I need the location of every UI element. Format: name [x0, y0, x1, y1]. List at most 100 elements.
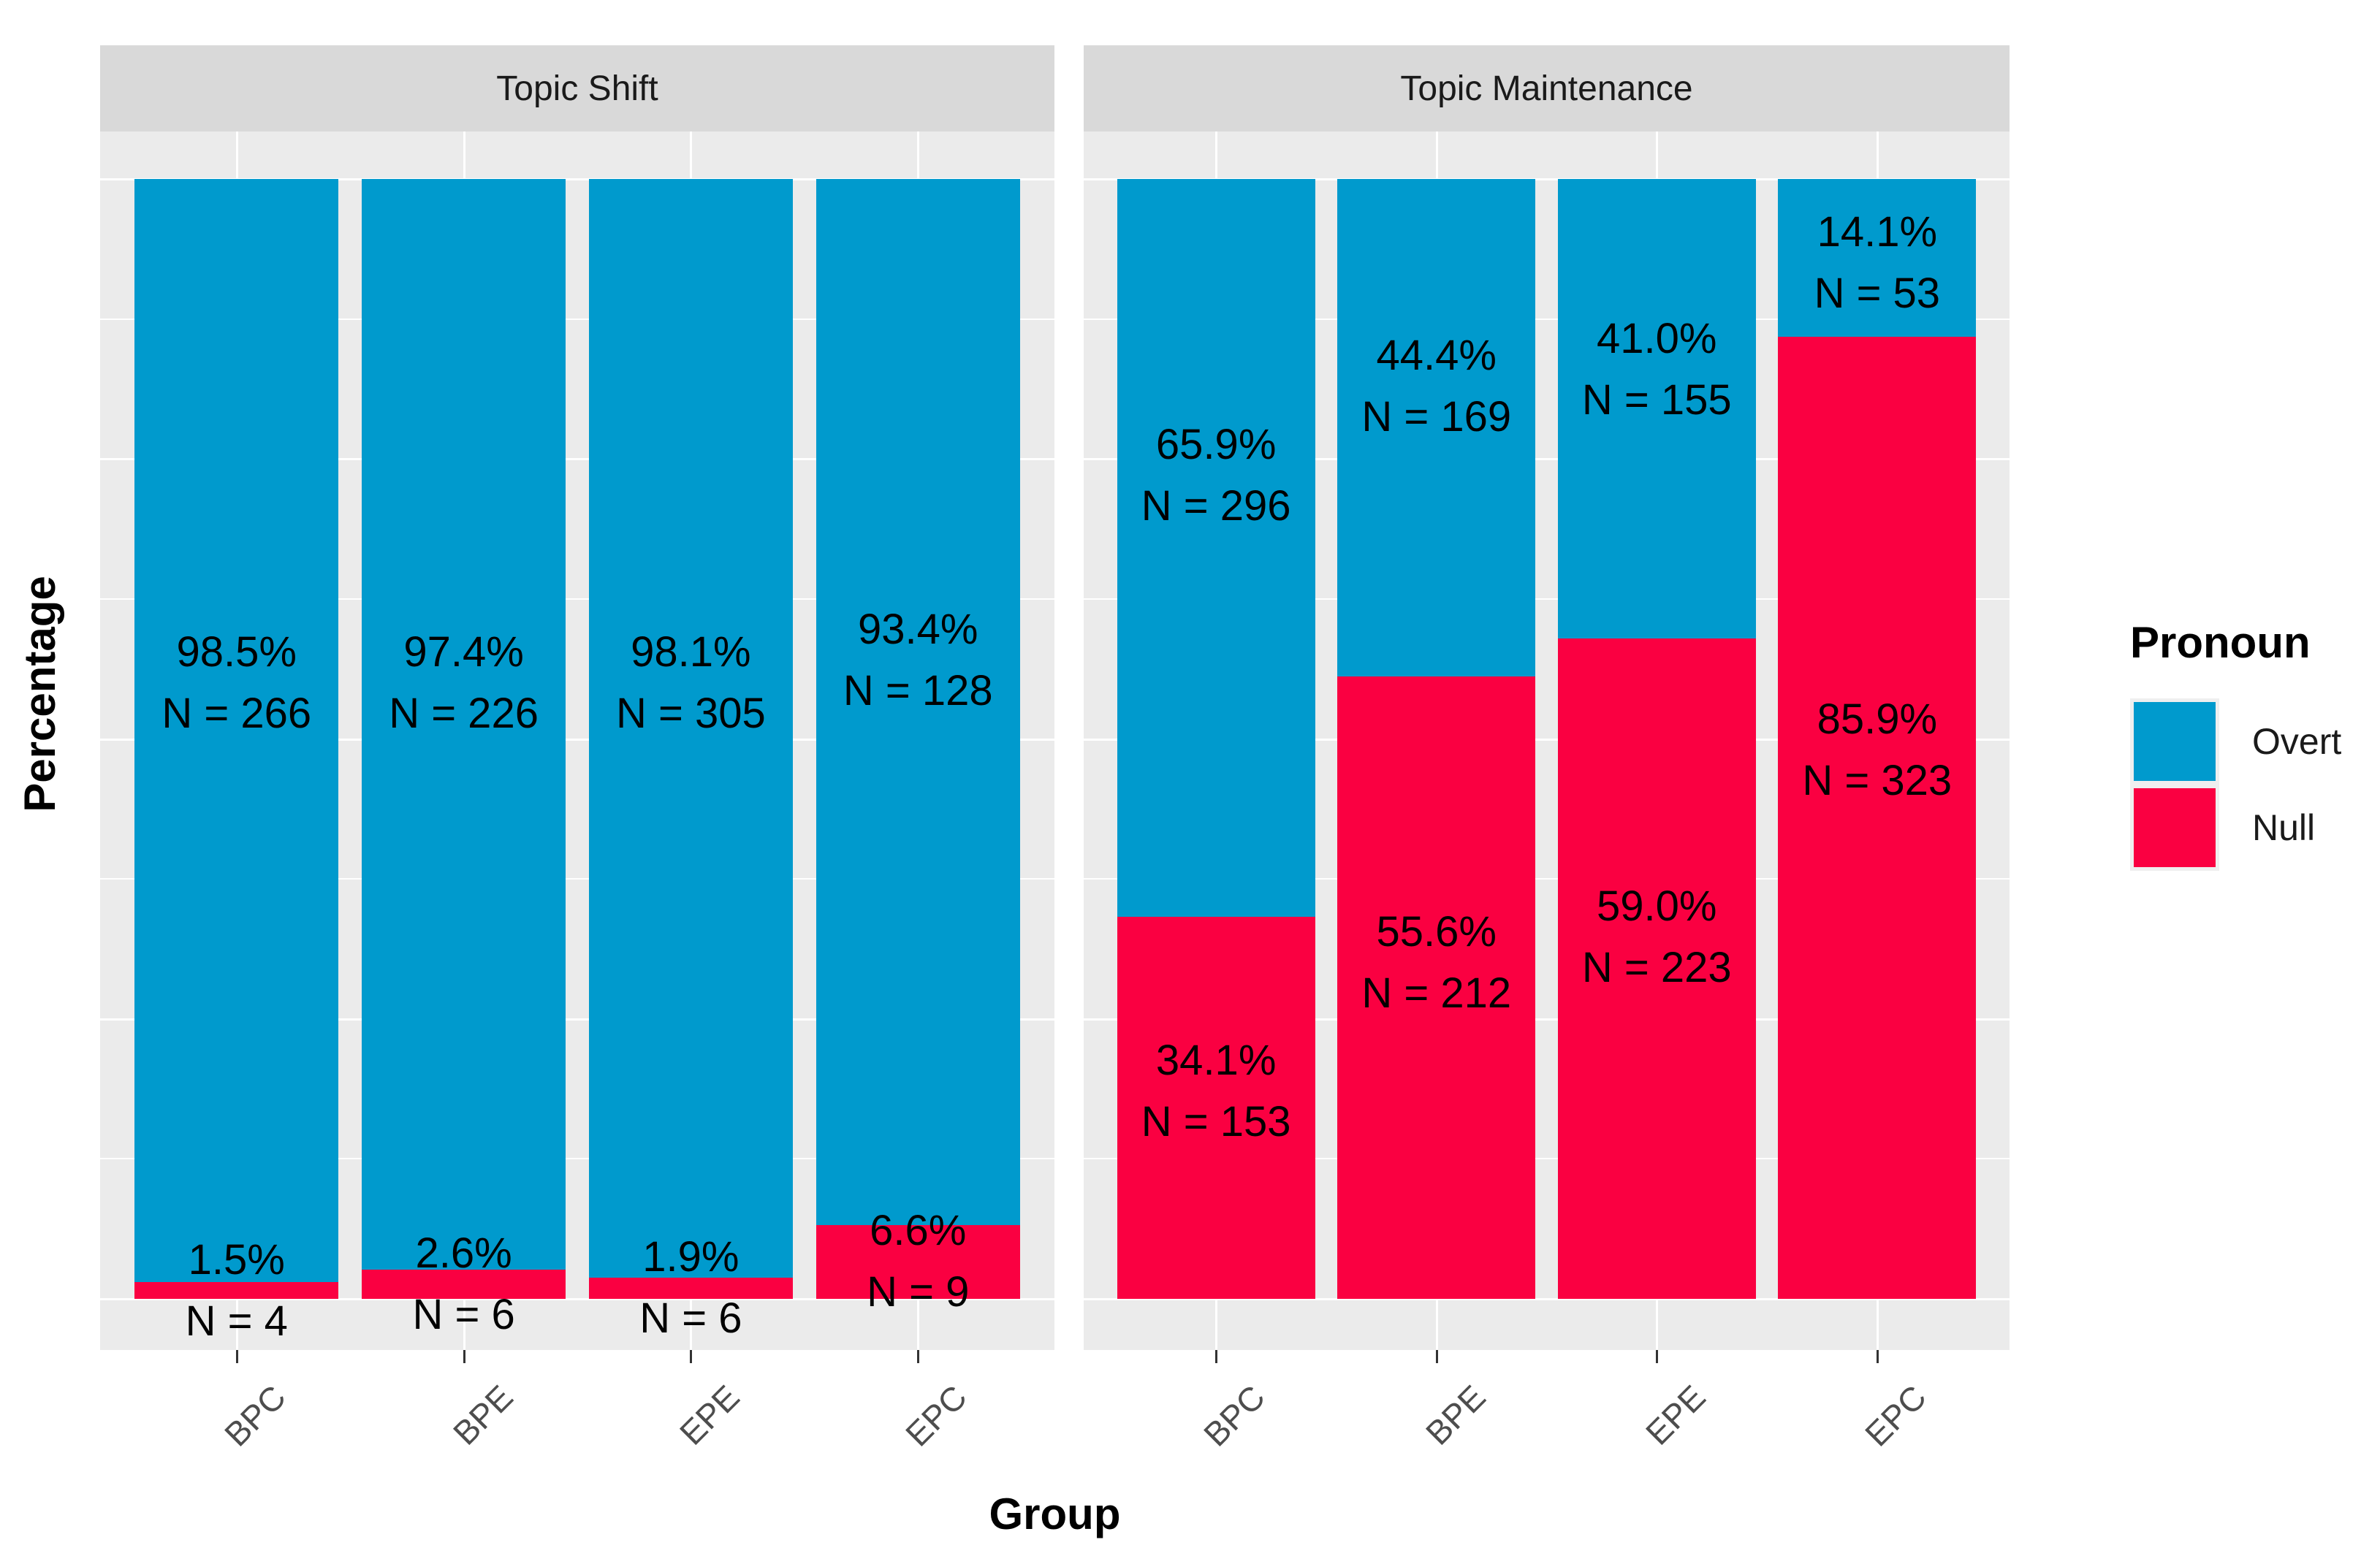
segment-label: 34.1% N = 153	[1141, 1030, 1291, 1153]
segment-label: 14.1% N = 53	[1814, 202, 1941, 324]
segment-pct-label: 1.9%	[642, 1232, 740, 1281]
bar-segment-null	[1337, 676, 1536, 1299]
segment-pct-label: 59.0%	[1597, 882, 1717, 930]
legend-row-null: Null	[2130, 785, 2341, 871]
bar	[134, 179, 339, 1299]
bar-segment-overt	[134, 179, 339, 1282]
segment-label: 98.5% N = 266	[161, 622, 311, 744]
facet-strip-label: Topic Maintenance	[1400, 69, 1693, 108]
segment-label: 97.4% N = 226	[389, 622, 539, 744]
x-axis-title: Group	[989, 1490, 1121, 1538]
bar-segment-overt	[361, 179, 566, 1270]
null-color-swatch	[2134, 788, 2216, 867]
y-gridline	[100, 458, 1054, 461]
segment-n-label: N = 169	[1361, 392, 1512, 441]
y-gridline	[1084, 738, 2010, 741]
segment-pct-label: 98.5%	[176, 628, 297, 676]
segment-n-label: N = 155	[1581, 375, 1732, 424]
segment-n-label: N = 6	[639, 1294, 742, 1342]
segment-pct-label: 14.1%	[1817, 207, 1938, 256]
legend-row-overt: Overt	[2130, 698, 2341, 785]
segment-label: 93.4% N = 128	[843, 599, 993, 722]
segment-pct-label: 65.9%	[1155, 421, 1277, 469]
bar-segment-overt	[1778, 179, 1977, 337]
x-axis-tick	[1656, 1350, 1659, 1363]
segment-pct-label: 2.6%	[415, 1229, 512, 1278]
y-gridline	[1084, 878, 2010, 880]
segment-n-label: N = 4	[185, 1297, 288, 1345]
bar-segment-null	[1557, 638, 1756, 1299]
x-axis-tick	[463, 1350, 465, 1363]
segment-n-label: N = 6	[412, 1291, 515, 1339]
x-axis-tick	[1876, 1350, 1879, 1363]
y-gridline	[1084, 318, 2010, 320]
legend-key-null	[2130, 785, 2219, 871]
segment-label: 6.6% N = 9	[867, 1200, 969, 1323]
segment-pct-label: 41.0%	[1597, 314, 1717, 362]
segment-label: 41.0% N = 155	[1582, 308, 1732, 431]
y-gridline	[1084, 598, 2010, 600]
bar-segment-overt	[815, 179, 1020, 1225]
segment-n-label: N = 128	[843, 667, 993, 715]
segment-label: 1.5% N = 4	[186, 1229, 288, 1352]
bar-segment-overt	[1557, 179, 1756, 638]
y-gridline	[100, 1298, 1054, 1300]
segment-label: 44.4% N = 169	[1361, 325, 1511, 448]
x-axis-tick	[917, 1350, 920, 1363]
facet-panel: 65.9% N = 296 34.1% N = 153 44.4% N = 169 55.6…	[1084, 131, 2010, 1350]
legend-keys: Overt Null	[2130, 698, 2341, 871]
segment-label: 98.1% N = 305	[616, 622, 766, 744]
segment-n-label: N = 212	[1361, 969, 1512, 1018]
bar-segment-null	[134, 1282, 339, 1299]
bar-segment-overt	[1117, 179, 1315, 918]
segment-label: 55.6% N = 212	[1361, 901, 1511, 1024]
segment-label: 2.6% N = 6	[412, 1223, 514, 1346]
y-gridline	[100, 738, 1054, 741]
y-gridline	[1084, 1298, 2010, 1300]
segment-pct-label: 34.1%	[1155, 1037, 1277, 1085]
segment-pct-label: 1.5%	[188, 1235, 285, 1284]
y-gridline	[100, 178, 1054, 180]
segment-label: 85.9% N = 323	[1802, 689, 1952, 812]
segment-pct-label: 55.6%	[1376, 908, 1497, 956]
x-axis-tick	[235, 1350, 238, 1363]
segment-pct-label: 85.9%	[1817, 695, 1938, 743]
y-gridline	[100, 318, 1054, 320]
bar	[1117, 179, 1315, 1299]
segment-label: 65.9% N = 296	[1141, 414, 1291, 537]
segment-pct-label: 6.6%	[870, 1207, 967, 1255]
y-gridline	[100, 1018, 1054, 1021]
bar	[1557, 179, 1756, 1299]
segment-n-label: N = 266	[161, 689, 312, 737]
segment-n-label: N = 53	[1814, 269, 1941, 317]
y-axis-title: Percentage	[15, 576, 64, 812]
segment-n-label: N = 296	[1141, 482, 1291, 530]
bar-segment-null	[815, 1224, 1020, 1299]
segment-n-label: N = 305	[616, 689, 766, 737]
legend-title: Pronoun	[2130, 618, 2311, 667]
x-axis-tick	[1435, 1350, 1438, 1363]
segment-n-label: N = 9	[867, 1268, 970, 1316]
bar-segment-null	[361, 1270, 566, 1299]
segment-pct-label: 97.4%	[403, 628, 524, 676]
segment-label: 1.9% N = 6	[639, 1227, 742, 1349]
y-gridline	[100, 1158, 1054, 1160]
bar-segment-overt	[588, 179, 794, 1278]
bar	[588, 179, 794, 1299]
bar-segment-null	[1117, 917, 1315, 1299]
y-gridline	[1084, 1158, 2010, 1160]
y-gridline	[100, 598, 1054, 600]
bar	[361, 179, 566, 1299]
x-axis-tick	[1215, 1350, 1218, 1363]
segment-n-label: N = 153	[1141, 1098, 1291, 1146]
facet-strip: Topic Maintenance	[1084, 45, 2010, 131]
segment-pct-label: 44.4%	[1376, 331, 1497, 379]
facet-panel: 98.5% N = 266 1.5% N = 4 97.4% N = 226 2.6% N =…	[100, 131, 1054, 1350]
legend-key-overt	[2130, 698, 2219, 785]
y-gridline	[100, 878, 1054, 880]
segment-label: 59.0% N = 223	[1582, 876, 1732, 999]
segment-n-label: N = 226	[389, 689, 539, 737]
bar-segment-null	[1778, 337, 1977, 1299]
y-gridline	[1084, 178, 2010, 180]
